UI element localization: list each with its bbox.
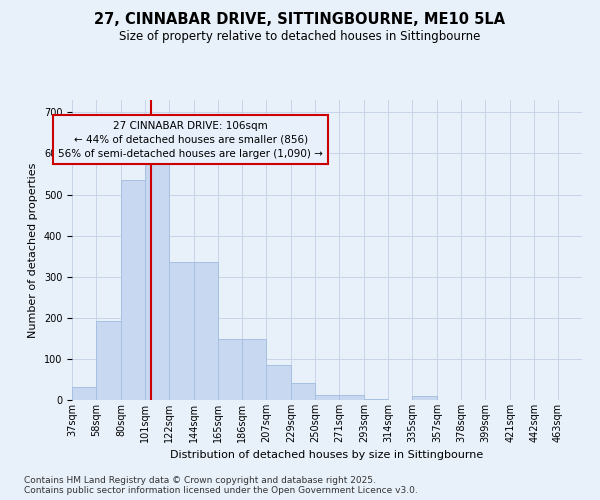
Text: 27 CINNABAR DRIVE: 106sqm
← 44% of detached houses are smaller (856)
56% of semi: 27 CINNABAR DRIVE: 106sqm ← 44% of detac… bbox=[58, 120, 323, 158]
Bar bbox=[242, 339, 266, 400]
Bar bbox=[145, 164, 169, 400]
Bar bbox=[169, 262, 194, 400]
Text: Contains HM Land Registry data © Crown copyright and database right 2025.
Contai: Contains HM Land Registry data © Crown c… bbox=[24, 476, 418, 495]
Bar bbox=[364, 399, 388, 400]
Text: 27, CINNABAR DRIVE, SITTINGBOURNE, ME10 5LA: 27, CINNABAR DRIVE, SITTINGBOURNE, ME10 … bbox=[94, 12, 506, 28]
Bar bbox=[315, 394, 339, 400]
Text: Size of property relative to detached houses in Sittingbourne: Size of property relative to detached ho… bbox=[119, 30, 481, 43]
Bar bbox=[72, 387, 96, 400]
Bar bbox=[291, 382, 315, 400]
Bar bbox=[266, 365, 291, 400]
Bar bbox=[121, 180, 145, 400]
Bar bbox=[218, 339, 242, 400]
Bar bbox=[194, 262, 218, 400]
Y-axis label: Number of detached properties: Number of detached properties bbox=[28, 162, 38, 338]
Bar bbox=[96, 321, 121, 400]
Bar bbox=[339, 395, 364, 400]
Bar bbox=[412, 396, 437, 400]
X-axis label: Distribution of detached houses by size in Sittingbourne: Distribution of detached houses by size … bbox=[170, 450, 484, 460]
